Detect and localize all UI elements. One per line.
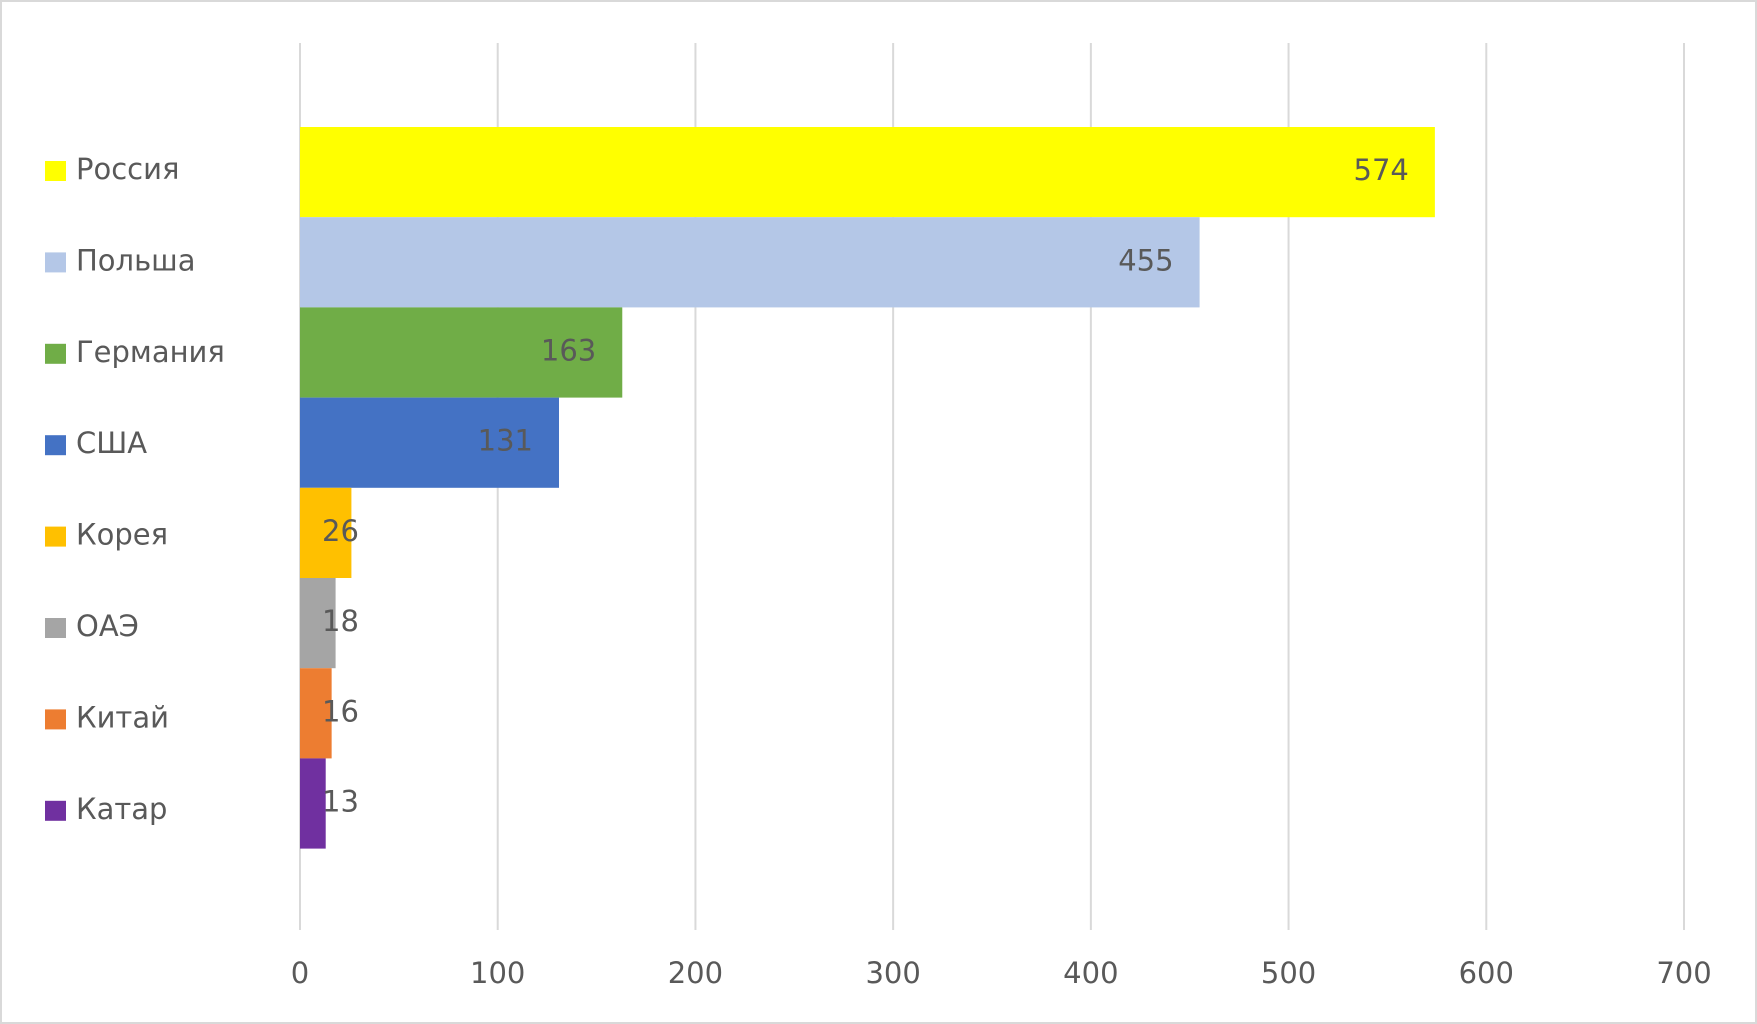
legend-label: ОАЭ <box>76 609 139 643</box>
x-tick-label: 700 <box>1656 956 1711 990</box>
value-label: 18 <box>322 604 359 638</box>
bar <box>300 668 332 759</box>
legend-swatch <box>45 343 66 364</box>
legend-swatch <box>45 709 66 730</box>
legend-label: Корея <box>76 518 168 552</box>
legend-swatch <box>45 252 66 273</box>
legend-swatch <box>45 161 66 181</box>
legend-swatch <box>45 618 66 638</box>
x-tick-label: 400 <box>1063 956 1118 990</box>
x-tick-label: 200 <box>668 956 723 990</box>
value-label: 574 <box>1354 153 1409 187</box>
bar <box>300 127 1435 218</box>
legend-swatch <box>45 800 66 821</box>
bar <box>300 217 1200 308</box>
x-tick-label: 500 <box>1261 956 1316 990</box>
x-tick-label: 100 <box>470 956 525 990</box>
legend-label: Китай <box>76 700 169 734</box>
x-tick-label: 300 <box>865 956 920 990</box>
bar <box>300 487 352 578</box>
value-label: 26 <box>322 514 359 548</box>
value-label: 16 <box>322 694 359 728</box>
bar <box>300 397 560 488</box>
x-tick-label: 0 <box>291 956 309 990</box>
legend-swatch <box>45 435 66 456</box>
bar <box>300 758 326 849</box>
legend-label: Россия <box>76 152 179 186</box>
legend-label: США <box>76 426 147 460</box>
x-tick-label: 600 <box>1459 956 1514 990</box>
legend-swatch <box>45 526 66 547</box>
value-label: 163 <box>541 334 596 368</box>
legend-label: Катар <box>76 792 167 826</box>
value-label: 13 <box>322 785 359 819</box>
bar <box>300 307 623 398</box>
value-label: 455 <box>1118 243 1173 277</box>
value-label: 131 <box>478 424 533 458</box>
bar <box>300 578 336 669</box>
legend-label: Польша <box>76 243 195 277</box>
legend-label: Германия <box>76 335 225 369</box>
